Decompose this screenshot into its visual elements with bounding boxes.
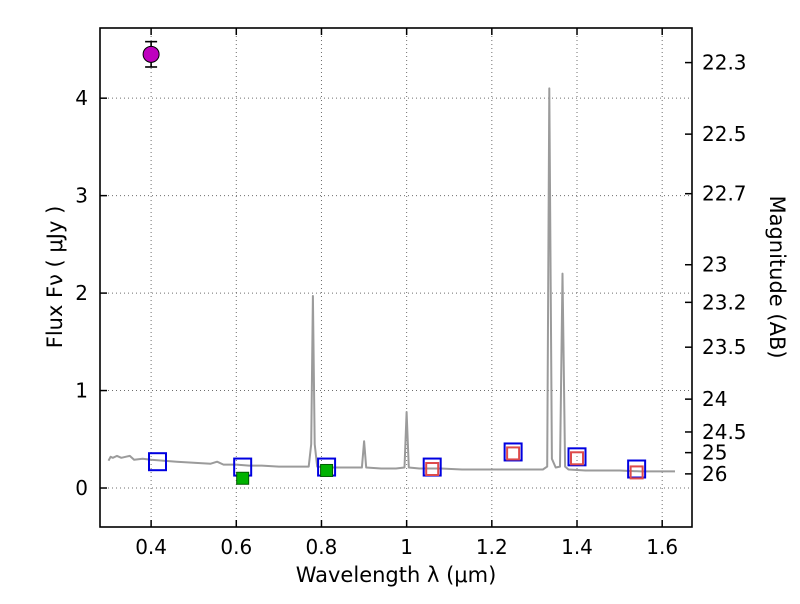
green-filled-square — [236, 471, 250, 485]
blue-open-square — [503, 442, 523, 462]
y-tick-label-left: 0 — [75, 476, 88, 500]
green-filled-square — [320, 463, 334, 477]
red-open-square — [570, 451, 585, 466]
y-tick-label-right: 23 — [702, 253, 727, 277]
y-tick-label-left: 4 — [75, 86, 88, 110]
y-tick-label-right: 24 — [702, 387, 727, 411]
x-tick-label: 1.4 — [561, 535, 593, 559]
y-tick-label-right: 24.5 — [702, 420, 747, 444]
y-tick-label-right: 22.7 — [702, 182, 747, 206]
x-tick-label: 1 — [400, 535, 413, 559]
y-tick-label-right: 25 — [702, 441, 727, 465]
x-tick-label: 0.8 — [306, 535, 338, 559]
x-tick-label: 1.6 — [646, 535, 678, 559]
y-tick-label-right: 26 — [702, 462, 727, 486]
blue-open-square — [147, 452, 167, 472]
x-tick-label: 0.6 — [220, 535, 252, 559]
x-tick-label: 0.4 — [135, 535, 167, 559]
y-tick-label-left: 2 — [75, 281, 88, 305]
y-tick-label-right: 23.2 — [702, 290, 747, 314]
y-tick-label-right: 22.3 — [702, 51, 747, 75]
y-tick-label-left: 1 — [75, 379, 88, 403]
x-tick-label: 1.2 — [476, 535, 508, 559]
y-axis-right-label: Magnitude (AB) — [765, 195, 789, 358]
y-tick-label-right: 23.5 — [702, 335, 747, 359]
red-open-square — [629, 465, 644, 480]
y-axis-left-label: Flux Fν ( μJy ) — [43, 206, 67, 349]
y-tick-label-right: 22.5 — [702, 122, 747, 146]
magenta-circle-point — [142, 45, 160, 63]
red-open-square — [425, 462, 440, 477]
y-tick-label-left: 3 — [75, 184, 88, 208]
plot-area: 0.4 0.6 0.8 1 1.2 1.4 1.60123422.322.522.72323… — [75, 27, 747, 559]
model-spectrum-line — [107, 87, 675, 473]
x-axis-label: Wavelength λ (μm) — [296, 563, 497, 587]
blue-open-square — [567, 447, 587, 467]
red-open-square — [506, 446, 521, 461]
plot-frame — [99, 27, 693, 528]
